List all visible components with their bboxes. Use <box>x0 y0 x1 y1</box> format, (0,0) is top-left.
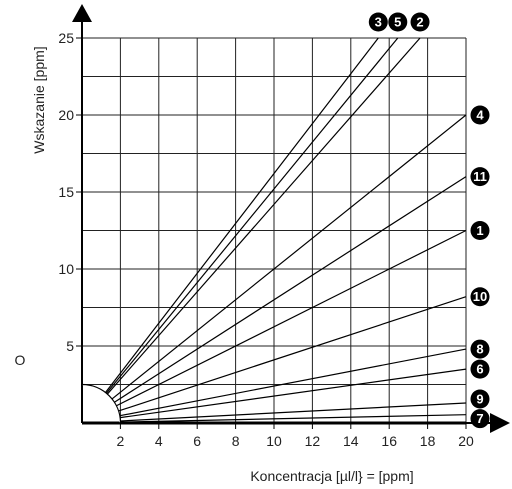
y-tick-label: 15 <box>58 184 74 200</box>
y-tick-label: 10 <box>58 261 74 277</box>
x-tick-label: 10 <box>266 433 282 449</box>
detection-limit-arc <box>81 383 122 424</box>
x-tick-label: 12 <box>305 433 321 449</box>
x-tick-label: 14 <box>343 433 359 449</box>
series-label-3: 3 <box>375 15 382 30</box>
x-axis-arrow <box>490 413 510 433</box>
grid <box>82 37 467 423</box>
y-tick-label: 20 <box>58 107 74 123</box>
series-label-7: 7 <box>476 411 483 426</box>
x-tick-label: 6 <box>193 433 201 449</box>
series-line-3 <box>105 37 379 393</box>
tick-labels: 2 4 6 8 10 12 14 16 18 20 5 10 15 20 25 <box>58 30 474 449</box>
origin-label: O <box>15 352 26 368</box>
series-line-1 <box>116 229 467 407</box>
series-line-9 <box>120 402 467 422</box>
series-label-4: 4 <box>476 108 484 123</box>
x-tick-label: 16 <box>381 433 397 449</box>
series-label-6: 6 <box>476 362 483 377</box>
series-label-9: 9 <box>476 391 483 406</box>
series-badge-1 <box>470 221 490 240</box>
series-line-5 <box>105 37 399 394</box>
y-axis-arrow <box>72 4 92 22</box>
x-tick-label: 18 <box>420 433 436 449</box>
series-line-8 <box>119 348 467 417</box>
series-badge-8 <box>470 339 490 359</box>
series-line-11 <box>114 176 467 403</box>
series-line-10 <box>118 296 467 412</box>
x-tick-label: 8 <box>232 433 240 449</box>
series-line-6 <box>120 368 467 419</box>
series-badge-2 <box>410 12 430 32</box>
series-label-1: 1 <box>476 223 483 238</box>
x-tick-label: 4 <box>155 433 163 449</box>
series-lines <box>105 37 467 423</box>
series-badge-10 <box>470 287 490 307</box>
series-label-8: 8 <box>476 342 483 357</box>
x-tick-label: 20 <box>458 433 474 449</box>
series-badge-7 <box>470 409 490 429</box>
series-label-10: 10 <box>473 289 487 304</box>
series-badge-3 <box>368 12 388 32</box>
x-tick-label: 2 <box>117 433 125 449</box>
series-line-2 <box>106 37 421 395</box>
series-label-11: 11 <box>473 169 487 184</box>
series-line-4 <box>111 114 467 400</box>
series-badge-5 <box>388 12 408 32</box>
y-axis-title: Wskazanie [ppm] <box>31 46 47 153</box>
y-tick-label: 5 <box>66 338 74 354</box>
y-tick-label: 25 <box>58 30 74 46</box>
x-axis-title: Koncentracja [µl/l} = [ppm] <box>250 468 413 484</box>
series-badge-9 <box>470 389 490 409</box>
axes <box>72 4 510 433</box>
series-badge-4 <box>470 105 490 125</box>
series-label-5: 5 <box>394 15 401 30</box>
series-line-7 <box>120 414 467 423</box>
series-badge-11 <box>470 167 490 187</box>
series-label-2: 2 <box>416 15 423 30</box>
series-badge-6 <box>470 359 490 379</box>
